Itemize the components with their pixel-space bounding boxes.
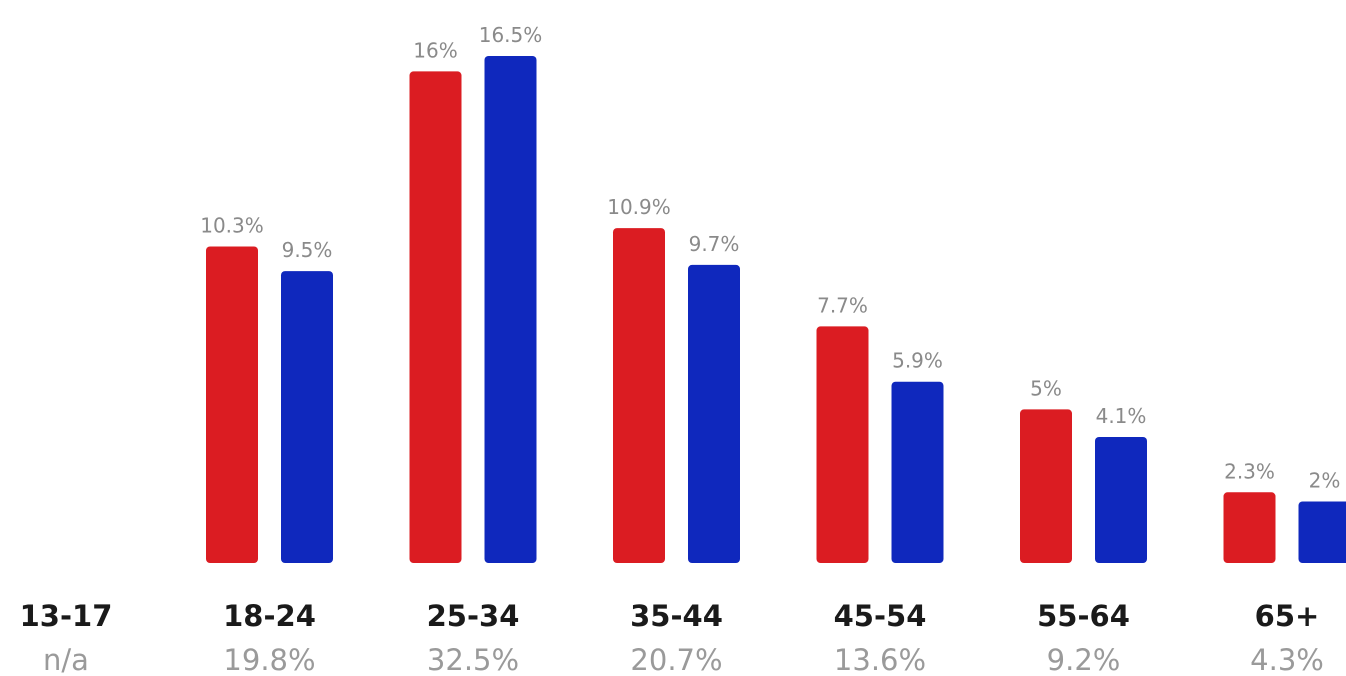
- bar-value-label-18-24-series-1: 10.3%: [200, 214, 264, 238]
- bar-25-34-series-1: [409, 71, 462, 564]
- category-total-55-64: 9.2%: [1047, 643, 1121, 676]
- category-total-25-34: 32.5%: [427, 643, 519, 676]
- bar-18-24-series-2: [281, 271, 333, 563]
- category-label-55-64: 55-64: [1037, 599, 1130, 633]
- bar-18-24-series-1: [206, 246, 258, 563]
- bar-45-54-series-1: [816, 326, 869, 563]
- category-label-35-44: 35-44: [630, 599, 723, 633]
- category-total-18-24: 19.8%: [223, 643, 315, 676]
- bars-layer: [206, 56, 1346, 564]
- bar-value-label-65plus-series-2: 2%: [1309, 469, 1341, 493]
- category-label-65plus: 65+: [1255, 599, 1320, 633]
- bar-value-label-65plus-series-1: 2.3%: [1224, 459, 1275, 483]
- bar-value-label-45-54-series-2: 5.9%: [892, 349, 943, 373]
- category-labels-layer: 13-17 n/a 18-24 19.8% 25-34 32.5% 35-44 20.7% 45…: [20, 599, 1324, 676]
- bar-value-label-35-44-series-1: 10.9%: [607, 195, 671, 219]
- category-label-13-17: 13-17: [20, 599, 113, 633]
- category-label-18-24: 18-24: [223, 599, 316, 633]
- category-label-25-34: 25-34: [427, 599, 520, 633]
- bar-value-label-55-64-series-1: 5%: [1030, 376, 1062, 400]
- category-total-13-17: n/a: [43, 643, 89, 676]
- bar-35-44-series-2: [688, 264, 740, 563]
- bar-value-label-35-44-series-2: 9.7%: [689, 232, 740, 256]
- bar-value-label-55-64-series-2: 4.1%: [1096, 404, 1147, 428]
- bar-value-label-45-54-series-1: 7.7%: [817, 293, 868, 317]
- bar-value-label-25-34-series-1: 16%: [413, 38, 457, 62]
- bar-25-34-series-2: [484, 56, 537, 563]
- category-total-35-44: 20.7%: [630, 643, 722, 676]
- category-label-45-54: 45-54: [834, 599, 927, 633]
- bar-55-64-series-2: [1095, 437, 1147, 563]
- bar-value-label-25-34-series-2: 16.5%: [479, 23, 543, 47]
- value-labels-layer: 10.3% 9.5% 16% 16.5% 10.9% 9.7% 7.7% 5.9% 5% 4.1%…: [200, 23, 1340, 493]
- bar-65plus-series-1: [1223, 492, 1276, 563]
- category-total-45-54: 13.6%: [834, 643, 926, 676]
- bar-35-44-series-1: [613, 228, 665, 563]
- bar-45-54-series-2: [891, 381, 944, 563]
- category-total-65plus: 4.3%: [1250, 643, 1324, 676]
- bar-value-label-18-24-series-2: 9.5%: [282, 238, 333, 262]
- bar-55-64-series-1: [1020, 409, 1072, 563]
- bar-65plus-series-2: [1298, 501, 1346, 563]
